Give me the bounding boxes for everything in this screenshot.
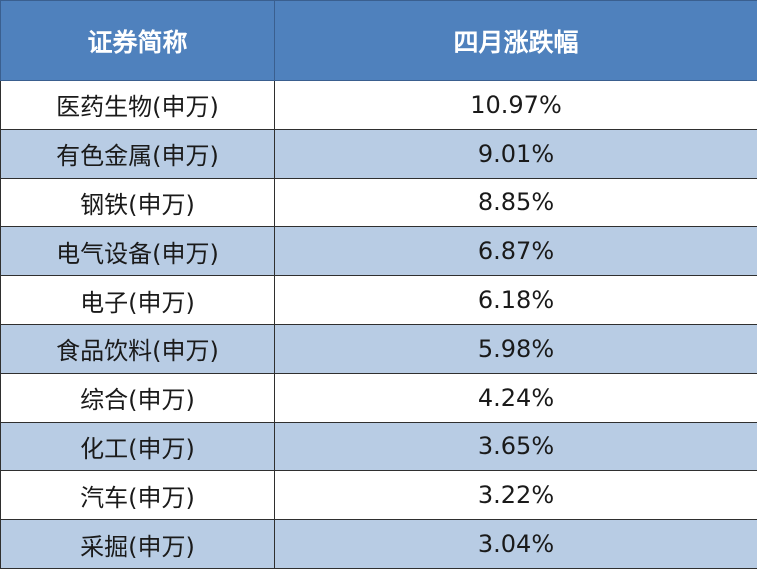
cell-security-name: 汽车(申万) — [0, 470, 275, 521]
header-april-change: 四月涨跌幅 — [274, 0, 757, 81]
cell-april-change: 3.04% — [274, 519, 757, 569]
cell-security-name: 医药生物(申万) — [0, 80, 275, 130]
cell-april-change: 5.98% — [274, 323, 757, 374]
table-row: 钢铁(申万) 8.85% — [0, 177, 757, 228]
table-header-row: 证券简称 四月涨跌幅 — [0, 0, 757, 81]
table-row: 电气设备(申万) 6.87% — [0, 226, 757, 277]
cell-april-change: 3.65% — [274, 421, 757, 472]
cell-april-change: 10.97% — [274, 80, 757, 130]
cell-security-name: 采掘(申万) — [0, 519, 275, 569]
cell-security-name: 综合(申万) — [0, 372, 275, 423]
cell-security-name: 有色金属(申万) — [0, 128, 275, 179]
header-security-name: 证券简称 — [0, 0, 275, 81]
table-row: 有色金属(申万) 9.01% — [0, 128, 757, 179]
cell-april-change: 9.01% — [274, 128, 757, 179]
table-row: 汽车(申万) 3.22% — [0, 470, 757, 521]
cell-april-change: 8.85% — [274, 177, 757, 228]
cell-security-name: 食品饮料(申万) — [0, 323, 275, 374]
cell-security-name: 电子(申万) — [0, 275, 275, 325]
table-row: 电子(申万) 6.18% — [0, 275, 757, 325]
cell-security-name: 钢铁(申万) — [0, 177, 275, 228]
table-body: 医药生物(申万) 10.97% 有色金属(申万) 9.01% 钢铁(申万) 8.… — [0, 80, 757, 569]
cell-april-change: 6.18% — [274, 275, 757, 325]
cell-april-change: 6.87% — [274, 226, 757, 277]
cell-april-change: 4.24% — [274, 372, 757, 423]
cell-april-change: 3.22% — [274, 470, 757, 521]
table-row: 医药生物(申万) 10.97% — [0, 80, 757, 130]
cell-security-name: 化工(申万) — [0, 421, 275, 472]
table-row: 食品饮料(申万) 5.98% — [0, 323, 757, 374]
cell-security-name: 电气设备(申万) — [0, 226, 275, 277]
table-row: 综合(申万) 4.24% — [0, 372, 757, 423]
table-row: 化工(申万) 3.65% — [0, 421, 757, 472]
table-row: 采掘(申万) 3.04% — [0, 519, 757, 569]
